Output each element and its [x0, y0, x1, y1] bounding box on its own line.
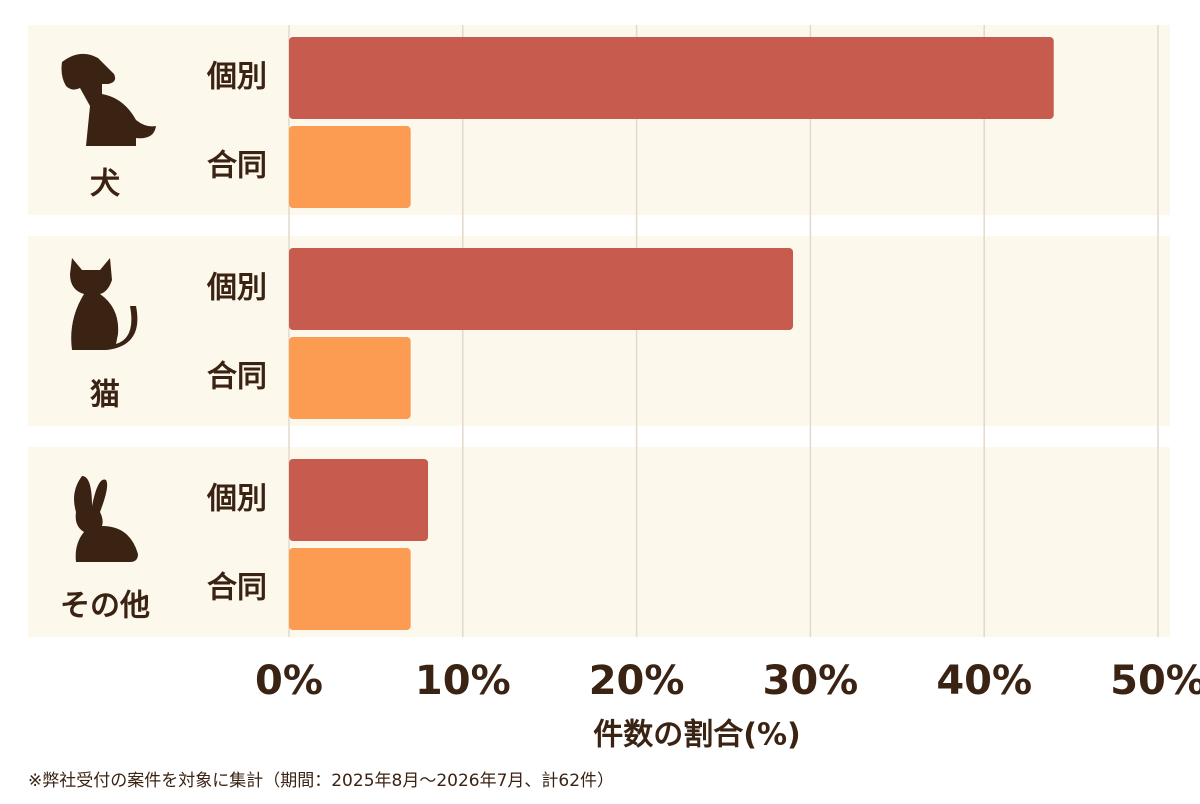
- footnote: ※弊社受付の案件を対象に集計（期間：2025年8月～2026年7月、計62件）: [28, 771, 614, 791]
- series-label: 合同: [207, 360, 267, 395]
- x-tick-label: 40%: [936, 658, 1032, 704]
- category-label: 猫: [90, 378, 120, 413]
- x-tick-label: 10%: [415, 658, 511, 704]
- series-label: 個別: [206, 60, 267, 95]
- category-label: その他: [60, 589, 150, 624]
- x-tick-label: 50%: [1110, 658, 1200, 704]
- dog-icon: [61, 53, 156, 146]
- bar: [289, 548, 411, 630]
- series-label: 個別: [206, 482, 267, 517]
- bar: [289, 37, 1054, 119]
- bar: [289, 337, 411, 419]
- series-label: 合同: [207, 149, 267, 184]
- x-tick-label: 20%: [589, 658, 685, 704]
- panel: [28, 447, 1170, 637]
- axis-title: 件数の割合(%): [593, 718, 800, 753]
- cat-icon: [70, 258, 138, 350]
- bar: [289, 126, 411, 208]
- x-tick-label: 0%: [255, 658, 323, 704]
- bar: [289, 248, 794, 330]
- bar: [289, 459, 429, 541]
- series-label: 個別: [206, 271, 267, 306]
- icons: [61, 53, 156, 562]
- series-label: 合同: [207, 571, 267, 606]
- x-tick-label: 30%: [763, 658, 859, 704]
- rabbit-icon: [74, 476, 138, 562]
- category-label: 犬: [90, 167, 120, 202]
